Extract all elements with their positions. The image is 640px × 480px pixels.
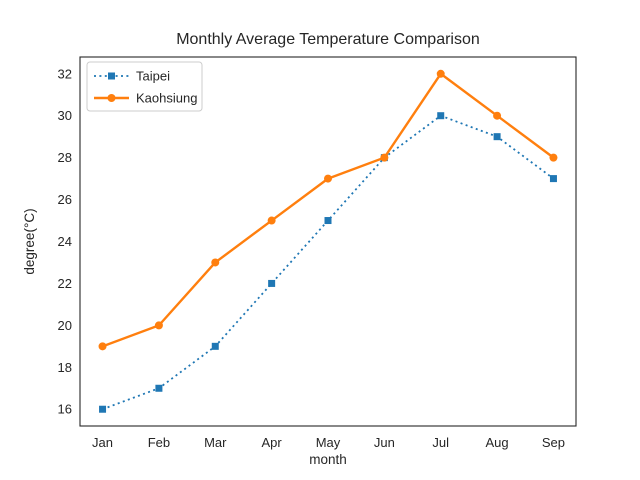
- axis-ticks: 16 18 20 22 24 26 28 30 32 Jan Feb Mar Apr May Jun Jul A…: [58, 66, 565, 450]
- series-taipei: [99, 112, 557, 413]
- y-tick-label: 24: [58, 234, 72, 249]
- series-line-kaohsiung: [102, 72, 555, 348]
- data-point-kaohsiung: [324, 174, 332, 183]
- legend-entry-taipei: Taipei: [94, 69, 170, 84]
- x-tick-label: Jul: [432, 435, 449, 450]
- data-point-taipei: [211, 342, 219, 350]
- y-tick-label: 20: [58, 318, 72, 333]
- x-tick-label: Mar: [204, 435, 227, 450]
- legend: Taipei Kaohsiung: [86, 61, 203, 112]
- data-point-kaohsiung: [493, 111, 502, 120]
- legend-marker-circle: [107, 94, 116, 102]
- x-tick-label: Aug: [486, 435, 509, 450]
- y-tick-label: 26: [58, 192, 72, 207]
- series-kaohsiung: [98, 69, 558, 351]
- x-tick-label: Apr: [262, 435, 283, 450]
- legend-entry-kaohsiung: Kaohsiung: [94, 91, 197, 106]
- data-point-taipei: [493, 133, 501, 141]
- y-tick-label: 18: [58, 360, 72, 375]
- data-point-kaohsiung: [549, 153, 558, 162]
- y-tick-label: 16: [58, 402, 72, 417]
- y-tick-label: 22: [58, 276, 72, 291]
- data-point-taipei: [324, 217, 332, 225]
- plot-frame: [79, 56, 577, 427]
- y-axis-label: degree(°C): [22, 208, 37, 274]
- data-point-taipei: [549, 175, 557, 183]
- x-tick-label: Sep: [542, 435, 565, 450]
- data-point-taipei: [437, 112, 445, 120]
- data-point-kaohsiung: [436, 69, 445, 78]
- data-point-taipei: [268, 279, 276, 287]
- y-tick-label: 28: [58, 150, 72, 165]
- data-point-taipei: [99, 405, 107, 413]
- legend-label: Kaohsiung: [136, 91, 197, 106]
- x-tick-label: Jun: [374, 435, 395, 450]
- x-tick-label: May: [316, 435, 341, 450]
- data-point-taipei: [155, 384, 163, 392]
- x-tick-label: Feb: [148, 435, 170, 450]
- legend-marker-square: [108, 72, 115, 80]
- data-point-kaohsiung: [98, 342, 107, 351]
- x-tick-label: Jan: [92, 435, 113, 450]
- legend-label: Taipei: [136, 69, 170, 84]
- data-point-kaohsiung: [267, 216, 276, 225]
- data-point-kaohsiung: [380, 153, 389, 162]
- data-series: [98, 69, 558, 413]
- data-point-kaohsiung: [211, 258, 220, 267]
- y-tick-label: 30: [58, 108, 72, 123]
- x-axis-label: month: [309, 452, 347, 467]
- series-line-taipei: [102, 114, 554, 411]
- data-point-kaohsiung: [154, 321, 163, 330]
- y-tick-label: 32: [58, 66, 72, 81]
- chart-title: Monthly Average Temperature Comparison: [176, 31, 480, 48]
